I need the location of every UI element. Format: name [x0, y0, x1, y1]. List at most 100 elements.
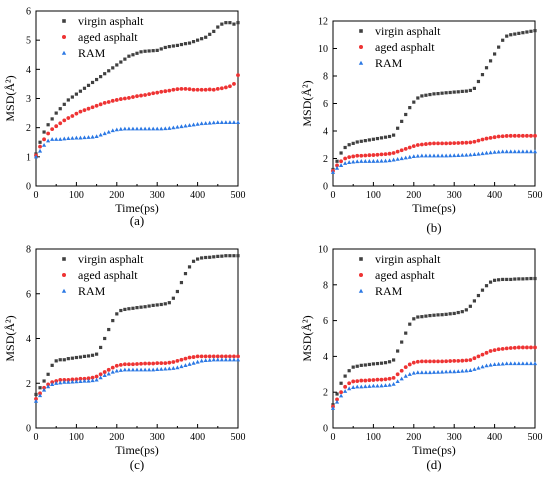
data-point	[78, 379, 83, 384]
data-point	[379, 377, 384, 382]
data-point	[175, 358, 180, 363]
data-point	[135, 362, 139, 366]
data-point	[171, 360, 176, 364]
series-aged-asphalt	[331, 133, 537, 173]
data-point	[167, 366, 172, 371]
x-tick-label: 500	[231, 432, 246, 443]
x-tick-label: 0	[34, 432, 39, 443]
data-point	[403, 155, 408, 160]
data-point	[493, 278, 497, 282]
data-point	[404, 331, 408, 335]
data-point	[42, 379, 46, 383]
data-point	[114, 127, 119, 132]
data-point	[480, 288, 485, 292]
data-point	[525, 133, 529, 138]
data-point	[90, 80, 95, 85]
data-point	[411, 154, 416, 159]
data-point	[436, 92, 440, 96]
data-point	[78, 89, 83, 93]
data-point	[432, 92, 436, 96]
data-point	[407, 372, 412, 376]
data-point	[415, 359, 420, 364]
data-point	[512, 361, 517, 366]
data-point	[110, 365, 115, 370]
data-point	[183, 356, 188, 361]
y-tick-label: 8	[323, 280, 328, 291]
data-point	[78, 109, 83, 114]
legend-marker	[61, 50, 67, 55]
data-point	[343, 156, 348, 161]
data-point	[66, 98, 70, 102]
data-point	[452, 141, 457, 146]
data-point	[383, 377, 388, 382]
legend-marker	[62, 19, 66, 23]
data-point	[215, 354, 220, 359]
data-point	[351, 365, 355, 369]
data-point	[114, 368, 119, 373]
data-point	[98, 375, 103, 380]
data-point	[387, 360, 392, 364]
data-point	[207, 120, 212, 125]
data-point	[228, 84, 232, 89]
data-point	[411, 370, 416, 375]
data-point	[525, 30, 529, 34]
data-point	[339, 151, 343, 155]
data-point	[122, 96, 127, 101]
data-point	[90, 375, 95, 380]
data-point	[375, 152, 380, 157]
x-tick-label: 100	[366, 432, 381, 443]
data-point	[167, 360, 172, 365]
y-tick-label: 4	[26, 334, 31, 345]
data-point	[517, 31, 521, 35]
data-point	[444, 153, 449, 158]
data-point	[220, 254, 224, 258]
data-point	[334, 165, 340, 170]
data-point	[179, 357, 184, 362]
data-point	[191, 40, 196, 44]
data-point	[82, 376, 87, 381]
data-point	[82, 378, 87, 383]
data-point	[343, 145, 347, 150]
data-point	[392, 358, 396, 362]
data-point	[50, 363, 54, 367]
data-point	[343, 389, 348, 393]
data-point	[407, 362, 412, 367]
data-point	[431, 153, 437, 158]
data-point	[159, 302, 163, 307]
data-point	[66, 136, 71, 141]
legend-label: virgin asphalt	[78, 252, 144, 266]
data-point	[379, 152, 384, 157]
y-tick-label: 0	[323, 182, 328, 193]
data-point	[199, 121, 204, 126]
y-tick-label: 4	[323, 352, 328, 363]
data-point	[399, 148, 404, 153]
data-point	[516, 361, 521, 366]
data-point	[351, 141, 355, 145]
data-point	[424, 314, 428, 318]
data-point	[199, 354, 204, 359]
data-point	[163, 45, 167, 50]
data-point	[452, 358, 457, 363]
data-point	[351, 159, 356, 164]
data-point	[379, 158, 384, 163]
data-point	[231, 357, 237, 362]
data-point	[396, 349, 400, 353]
data-point	[387, 151, 392, 156]
data-point	[435, 153, 441, 158]
data-point	[200, 256, 204, 260]
data-point	[127, 307, 131, 311]
data-point	[484, 150, 489, 155]
data-point	[371, 137, 375, 141]
data-point	[143, 93, 147, 97]
chart-panel-3: 0 100 200 300 400 500 0 2 4 6 8 Time(ps) MSD(Å²) (c) v…	[3, 245, 246, 473]
y-tick-label: 12	[318, 17, 328, 28]
data-point	[351, 385, 356, 389]
legend-marker	[359, 257, 363, 261]
data-point	[163, 89, 168, 94]
data-point	[142, 367, 148, 372]
data-point	[391, 151, 396, 155]
legend-label: virgin asphalt	[78, 14, 144, 28]
data-point	[334, 399, 340, 404]
data-point	[351, 379, 356, 384]
data-point	[391, 157, 396, 162]
